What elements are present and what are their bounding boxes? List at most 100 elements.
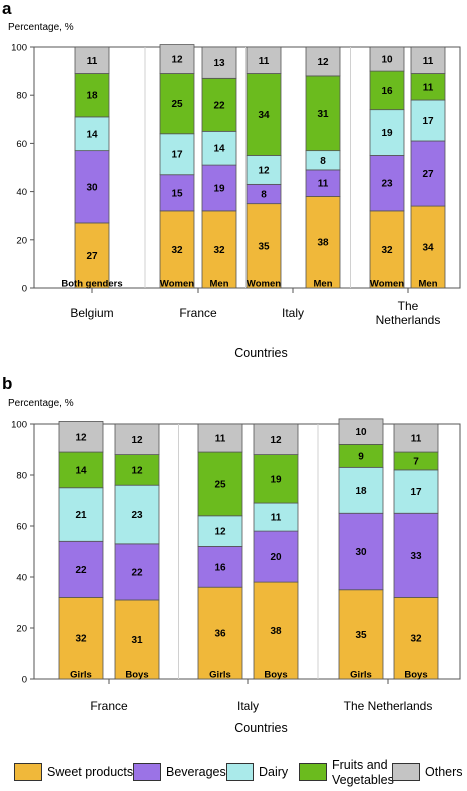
y-tick-label: 0 [22, 284, 27, 295]
bar-segment-beverages [369, 155, 405, 212]
bar-segment-others [74, 46, 110, 74]
data-label: 34 [258, 110, 270, 121]
data-label: 13 [213, 58, 225, 69]
bar-label: Boys [264, 670, 287, 681]
y-tick-label: 20 [16, 235, 27, 246]
data-label: 31 [131, 635, 143, 646]
data-label: 19 [213, 183, 225, 194]
bar-segment-beverages [410, 140, 446, 207]
data-label: 31 [317, 109, 329, 120]
data-label: 12 [75, 432, 87, 443]
data-label: 16 [381, 86, 393, 97]
data-label: 23 [131, 510, 143, 521]
data-label: 12 [270, 435, 282, 446]
bar-segment-others [201, 46, 237, 79]
panel-a: a Percentage, % 0 20 40 60 80 100 27 30 14 18 11 Both… [2, 0, 461, 360]
bar-segment-others [246, 46, 282, 74]
bar-segment-dairy [253, 502, 299, 532]
bar-segment-sweet-products [197, 586, 243, 680]
bar-segment-beverages [393, 512, 439, 598]
panel-letter: b [2, 374, 12, 393]
x-axis-title: Countries [234, 721, 288, 735]
bar-segment-fruits-and-vegetables [410, 73, 446, 101]
bar-segment-fruits-and-vegetables [369, 70, 405, 111]
bar-segment-dairy [74, 116, 110, 152]
data-label: 14 [75, 465, 87, 476]
data-label: 11 [411, 434, 422, 445]
bar-segment-fruits-and-vegetables [197, 451, 243, 517]
group-label: France [90, 699, 128, 713]
bar-label: Men [419, 279, 438, 290]
data-label: 16 [214, 562, 226, 573]
bar-label: Girls [209, 670, 231, 681]
y-tick-label: 60 [16, 139, 27, 150]
y-tick-label: 100 [11, 43, 27, 54]
y-tick-label: 80 [16, 471, 27, 482]
data-label: 12 [131, 465, 143, 476]
bar-segment-fruits-and-vegetables [253, 454, 299, 504]
data-label: 9 [358, 451, 364, 462]
data-label: 30 [355, 547, 367, 558]
data-label: 12 [317, 57, 329, 68]
bar-segment-dairy [159, 133, 195, 176]
bar-segment-fruits-and-vegetables [201, 77, 237, 132]
data-label: 32 [75, 634, 87, 645]
data-label: 11 [318, 179, 329, 190]
bar-segment-others [305, 46, 341, 77]
bar-segment-fruits-and-vegetables [305, 75, 341, 152]
bar-segment-sweet-products [201, 210, 237, 289]
data-label: 38 [270, 626, 282, 637]
bar-segment-sweet-products [338, 589, 384, 680]
y-tick-label: 40 [16, 573, 27, 584]
bar-segment-others [58, 421, 104, 453]
y-axis-title: Percentage, % [8, 398, 74, 409]
data-label: 32 [171, 245, 183, 256]
group-label: Italy [237, 699, 259, 713]
data-label: 30 [86, 182, 98, 193]
legend: Sweet products Beverages Dairy Fruits and Ve… [14, 758, 467, 788]
legend-swatch [392, 763, 420, 781]
data-label: 8 [261, 190, 267, 201]
bar-segment-others [159, 44, 195, 74]
data-label: 36 [214, 629, 226, 640]
bar-segment-others [369, 46, 405, 72]
bar-segment-sweet-products [253, 581, 299, 680]
bar-segment-sweet-products [58, 597, 104, 680]
legend-label: Others [425, 765, 463, 779]
bar-segment-fruits-and-vegetables [114, 454, 160, 486]
group-label: Netherlands [376, 313, 441, 327]
y-tick-label: 60 [16, 522, 27, 533]
data-label: 7 [413, 456, 419, 467]
data-label: 20 [270, 552, 282, 563]
bar-segment-dairy [197, 515, 243, 547]
y-tick-label: 0 [22, 675, 27, 686]
bar-segment-beverages [305, 169, 341, 197]
bar-label: Men [314, 279, 333, 290]
legend-swatch [14, 763, 42, 781]
y-tick-label: 20 [16, 624, 27, 635]
y-tick-label: 40 [16, 187, 27, 198]
group-label: Belgium [70, 306, 113, 320]
data-label: 11 [259, 56, 270, 67]
bar-segment-beverages [197, 546, 243, 588]
data-label: 10 [355, 427, 367, 438]
data-label: 32 [410, 634, 422, 645]
group-label: The Netherlands [344, 699, 433, 713]
data-label: 8 [320, 156, 326, 167]
data-label: 11 [215, 434, 226, 445]
group-label: France [179, 306, 217, 320]
data-label: 38 [317, 238, 329, 249]
bar-segment-dairy [369, 109, 405, 156]
data-label: 23 [381, 179, 393, 190]
panel-letter: a [2, 0, 12, 18]
data-label: 12 [214, 527, 226, 538]
bar-segment-beverages [338, 512, 384, 591]
data-label: 27 [422, 169, 434, 180]
data-label: 14 [213, 144, 225, 155]
x-axis-title: Countries [234, 346, 288, 360]
y-tick-label: 80 [16, 91, 27, 102]
bar-segment-beverages [74, 150, 110, 224]
data-label: 35 [258, 241, 270, 252]
data-label: 22 [213, 100, 225, 111]
data-label: 18 [355, 486, 367, 497]
